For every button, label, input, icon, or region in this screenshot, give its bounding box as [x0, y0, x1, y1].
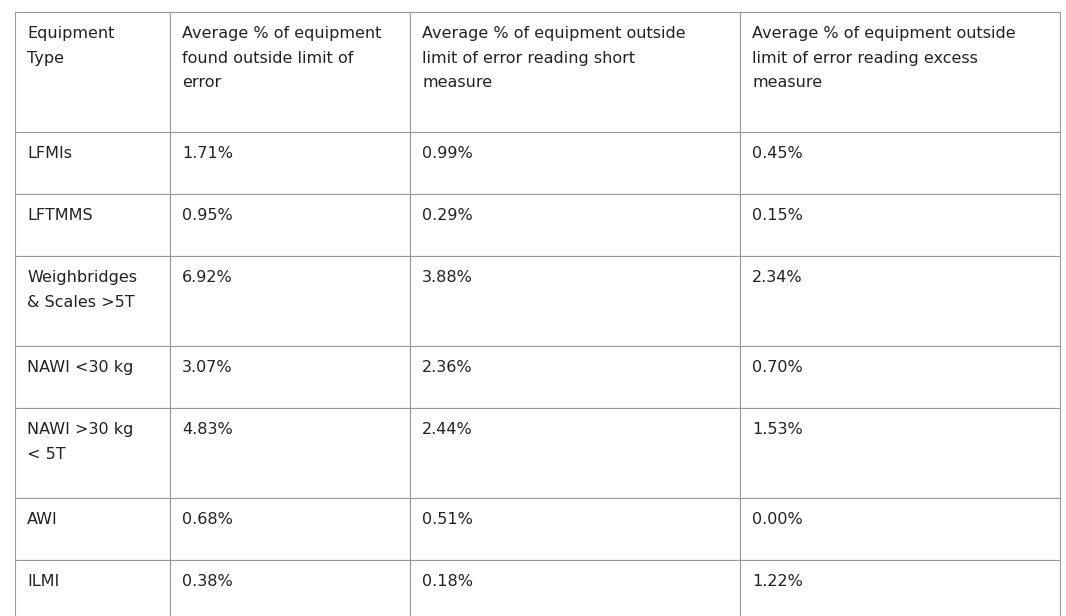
Bar — [740, 408, 1060, 498]
Text: LFTMMS: LFTMMS — [27, 208, 93, 223]
Text: Average % of equipment
found outside limit of
error: Average % of equipment found outside lim… — [182, 26, 382, 90]
Text: 6.92%: 6.92% — [182, 270, 232, 285]
Bar — [15, 560, 169, 616]
Bar — [15, 132, 169, 194]
Text: NAWI >30 kg
< 5T: NAWI >30 kg < 5T — [27, 422, 133, 461]
Bar — [410, 560, 740, 616]
Bar — [410, 346, 740, 408]
Bar — [169, 256, 410, 346]
Bar — [169, 408, 410, 498]
Text: 3.88%: 3.88% — [422, 270, 473, 285]
Text: 3.07%: 3.07% — [182, 360, 232, 375]
Bar — [740, 346, 1060, 408]
Text: 1.53%: 1.53% — [752, 422, 803, 437]
Text: 0.51%: 0.51% — [422, 512, 473, 527]
Bar — [169, 12, 410, 132]
Text: 0.15%: 0.15% — [752, 208, 803, 223]
Bar — [410, 408, 740, 498]
Bar — [15, 498, 169, 560]
Text: 0.95%: 0.95% — [182, 208, 232, 223]
Text: AWI: AWI — [27, 512, 58, 527]
Bar — [15, 346, 169, 408]
Text: 1.22%: 1.22% — [752, 574, 803, 589]
Text: 4.83%: 4.83% — [182, 422, 232, 437]
Bar — [740, 194, 1060, 256]
Bar — [15, 12, 169, 132]
Text: 0.38%: 0.38% — [182, 574, 232, 589]
Text: LFMIs: LFMIs — [27, 146, 72, 161]
Text: ILMI: ILMI — [27, 574, 60, 589]
Bar — [169, 560, 410, 616]
Text: 0.18%: 0.18% — [422, 574, 473, 589]
Text: 0.45%: 0.45% — [752, 146, 803, 161]
Text: Equipment
Type: Equipment Type — [27, 26, 114, 65]
Bar — [410, 194, 740, 256]
Text: 2.44%: 2.44% — [422, 422, 472, 437]
Bar — [740, 12, 1060, 132]
Text: Weighbridges
& Scales >5T: Weighbridges & Scales >5T — [27, 270, 138, 310]
Text: 2.36%: 2.36% — [422, 360, 472, 375]
Bar — [740, 132, 1060, 194]
Text: 0.68%: 0.68% — [182, 512, 232, 527]
Text: Average % of equipment outside
limit of error reading excess
measure: Average % of equipment outside limit of … — [752, 26, 1016, 90]
Bar — [169, 346, 410, 408]
Text: 0.70%: 0.70% — [752, 360, 803, 375]
Bar — [410, 498, 740, 560]
Bar — [15, 256, 169, 346]
Text: 2.34%: 2.34% — [752, 270, 803, 285]
Bar — [15, 194, 169, 256]
Text: NAWI <30 kg: NAWI <30 kg — [27, 360, 133, 375]
Bar — [15, 408, 169, 498]
Text: 1.71%: 1.71% — [182, 146, 233, 161]
Bar — [740, 560, 1060, 616]
Bar — [169, 498, 410, 560]
Bar — [410, 12, 740, 132]
Text: Average % of equipment outside
limit of error reading short
measure: Average % of equipment outside limit of … — [422, 26, 685, 90]
Bar — [740, 256, 1060, 346]
Text: 0.29%: 0.29% — [422, 208, 472, 223]
Bar — [740, 498, 1060, 560]
Bar — [410, 132, 740, 194]
Text: 0.00%: 0.00% — [752, 512, 803, 527]
Bar — [169, 194, 410, 256]
Text: 0.99%: 0.99% — [422, 146, 472, 161]
Bar — [410, 256, 740, 346]
Bar — [169, 132, 410, 194]
